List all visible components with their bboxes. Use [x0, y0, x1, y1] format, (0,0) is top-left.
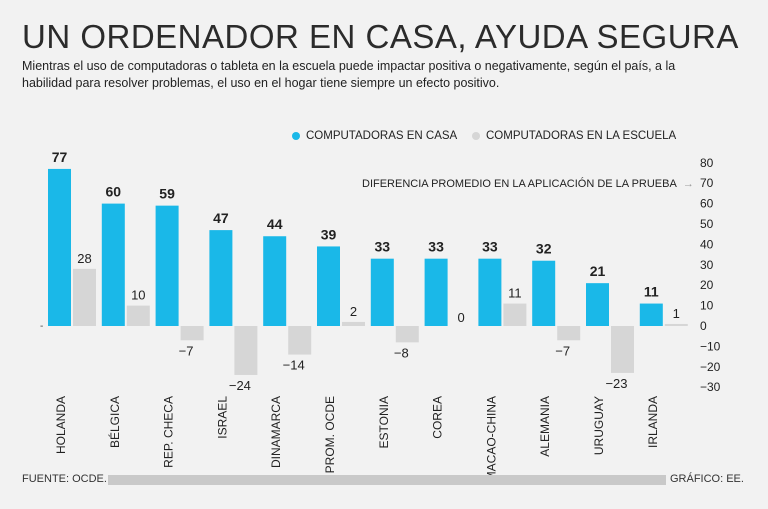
bar-home	[370, 258, 394, 326]
category-label: DINAMARCA	[269, 396, 283, 468]
y-tick-label: −10	[700, 339, 721, 353]
data-label-school: 10	[131, 288, 145, 303]
data-label-home: 21	[590, 263, 606, 279]
category-label: URUGUAY	[592, 396, 606, 455]
legend-school-label: COMPUTADORAS EN LA ESCUELA	[486, 130, 677, 142]
bar-home	[317, 246, 340, 326]
data-label-school: 11	[508, 286, 522, 301]
data-label-home: 59	[159, 186, 175, 202]
category-label: HOLANDA	[54, 396, 68, 454]
arrow-right-icon: →	[682, 178, 694, 190]
y-tick-label: 60	[700, 197, 714, 211]
bar-home	[263, 236, 287, 326]
chart-subtitle: Mientras el uso de computadoras o tablet…	[22, 59, 676, 90]
axis-note: DIFERENCIA PROMEDIO EN LA APLICACIÓN DE …	[362, 178, 694, 190]
category-label: ESTONIA	[377, 396, 391, 448]
data-label-home: 33	[375, 239, 391, 255]
bar-home	[48, 168, 71, 326]
bar-home	[155, 205, 179, 326]
data-label-home: 33	[482, 239, 498, 255]
category-label: COREA	[431, 396, 445, 439]
legend-school: COMPUTADORAS EN LA ESCUELA	[472, 130, 676, 142]
bar-school	[611, 326, 634, 373]
data-label-home: 39	[321, 226, 337, 242]
bar-home	[639, 303, 663, 326]
y-tick-label: 70	[700, 176, 714, 190]
bar-school	[126, 305, 150, 326]
y-tick-label: −20	[700, 360, 721, 374]
y-tick-label: −30	[700, 380, 721, 394]
zero-marker: -	[40, 321, 43, 332]
data-label-school: 1	[673, 306, 680, 321]
data-label-school: 0	[457, 310, 464, 325]
footer-divider	[108, 475, 666, 485]
bar-school	[180, 326, 204, 341]
bar-school	[288, 326, 312, 355]
category-label: PROM. OCDE	[323, 396, 337, 473]
data-label-school: 28	[77, 251, 91, 266]
bar-home	[424, 258, 448, 326]
bar-home	[209, 230, 233, 326]
y-tick-label: 30	[700, 258, 714, 272]
bar-school	[234, 326, 258, 375]
footer-credit: GRÁFICO: EE.	[670, 473, 744, 485]
bar-home	[478, 258, 502, 326]
y-tick-label: 40	[700, 237, 714, 251]
bar-school	[664, 323, 688, 326]
data-label-home: 60	[106, 184, 122, 200]
y-tick-label: 20	[700, 278, 714, 292]
category-label: REP. CHECA	[162, 396, 176, 468]
data-label-home: 47	[213, 210, 229, 226]
data-label-home: 77	[52, 149, 68, 165]
bar-school	[395, 326, 419, 343]
category-label: ISRAEL	[215, 396, 229, 439]
legend-school-swatch	[472, 132, 480, 140]
chart-title: UN ORDENADOR EN CASA, AYUDA SEGURA	[22, 18, 739, 55]
data-label-home: 11	[644, 284, 659, 300]
bar-school	[503, 303, 527, 326]
bar-school	[73, 268, 96, 326]
data-label-school: −24	[229, 378, 251, 393]
category-label: BÉLGICA	[107, 396, 122, 448]
legend-home: COMPUTADORAS EN CASA	[292, 130, 457, 142]
data-label-school: 2	[350, 304, 357, 319]
category-label: ALEMANIA	[538, 396, 552, 457]
bar-school	[557, 326, 581, 341]
category-label: IRLANDA	[646, 396, 660, 448]
data-label-home: 33	[428, 239, 444, 255]
legend-home-label: COMPUTADORAS EN CASA	[306, 130, 458, 142]
data-label-home: 44	[267, 216, 283, 232]
bar-home	[101, 203, 125, 326]
y-tick-label: 10	[700, 299, 714, 313]
legend-home-swatch	[292, 132, 300, 140]
axis-note-text: DIFERENCIA PROMEDIO EN LA APLICACIÓN DE …	[362, 178, 677, 190]
data-label-school: −7	[179, 343, 194, 358]
y-tick-label: 80	[700, 156, 714, 170]
bar-school	[342, 321, 365, 326]
y-tick-label: 0	[700, 319, 707, 333]
data-label-school: −14	[283, 358, 305, 373]
data-label-school: −8	[394, 345, 409, 360]
data-label-home: 32	[536, 241, 552, 257]
footer-source: FUENTE: OCDE.	[22, 473, 107, 485]
bar-home	[532, 260, 556, 326]
bar-home	[586, 283, 609, 326]
y-tick-label: 50	[700, 217, 714, 231]
category-label: MACAO-CHINA	[484, 396, 498, 481]
data-label-school: −23	[605, 376, 627, 391]
data-label-school: −7	[555, 343, 570, 358]
